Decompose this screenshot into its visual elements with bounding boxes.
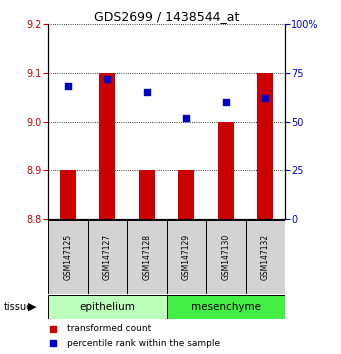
Text: GSM147129: GSM147129 — [182, 234, 191, 280]
Text: GSM147125: GSM147125 — [63, 234, 72, 280]
Point — [105, 76, 110, 81]
Point — [223, 99, 228, 105]
Bar — [88, 220, 127, 294]
Bar — [127, 220, 166, 294]
Text: epithelium: epithelium — [79, 302, 135, 312]
Text: mesenchyme: mesenchyme — [191, 302, 261, 312]
Point — [65, 84, 71, 89]
Bar — [48, 220, 88, 294]
Text: GSM147132: GSM147132 — [261, 234, 270, 280]
Title: GDS2699 / 1438544_at: GDS2699 / 1438544_at — [94, 10, 239, 23]
Bar — [139, 170, 155, 219]
Text: ▶: ▶ — [28, 302, 36, 312]
Bar — [48, 295, 166, 319]
Text: GSM147130: GSM147130 — [221, 234, 230, 280]
Text: percentile rank within the sample: percentile rank within the sample — [67, 338, 220, 348]
Point — [183, 115, 189, 120]
Point — [263, 95, 268, 101]
Text: transformed count: transformed count — [67, 325, 151, 333]
Point — [144, 90, 149, 95]
Bar — [166, 220, 206, 294]
Bar — [246, 220, 285, 294]
Text: GSM147127: GSM147127 — [103, 234, 112, 280]
Bar — [60, 170, 76, 219]
Text: GSM147128: GSM147128 — [142, 234, 151, 280]
Text: tissue: tissue — [3, 302, 32, 312]
Bar — [166, 295, 285, 319]
Bar — [99, 73, 115, 219]
Bar — [206, 220, 246, 294]
Bar — [178, 170, 194, 219]
Bar — [218, 121, 234, 219]
Bar — [257, 73, 273, 219]
